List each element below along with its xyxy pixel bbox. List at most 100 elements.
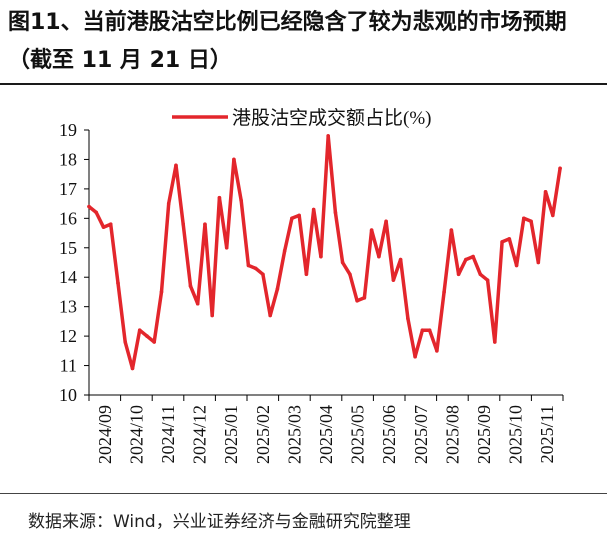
data-point (217, 195, 222, 200)
y-axis: 10 11 12 13 14 15 16 17 18 19 (59, 120, 90, 405)
data-point (522, 216, 526, 221)
x-tick-label: 2025/11 (537, 405, 557, 463)
data-point (406, 316, 410, 321)
x-tick-label: 2024/10 (126, 405, 146, 464)
data-point (246, 263, 251, 268)
data-point (145, 334, 149, 338)
data-point (449, 228, 454, 232)
data-point (536, 260, 541, 265)
data-point (333, 210, 338, 215)
data-point (253, 266, 258, 271)
data-point (181, 222, 186, 227)
y-tick-label: 19 (59, 120, 77, 140)
data-point (514, 263, 519, 268)
y-tick-label: 11 (60, 356, 77, 376)
data-point (543, 190, 548, 194)
data-point (311, 207, 316, 212)
data-point (174, 163, 178, 168)
x-tick-label: 2025/06 (379, 405, 399, 464)
data-point (239, 198, 243, 203)
data-point (478, 272, 483, 277)
y-tick-label: 13 (59, 297, 77, 317)
data-point (94, 210, 99, 215)
y-tick-label: 10 (59, 385, 77, 405)
data-point (232, 157, 236, 162)
data-point (210, 313, 214, 318)
data-point (304, 272, 309, 277)
x-tick-label: 2025/10 (506, 405, 526, 464)
data-point (87, 204, 91, 209)
data-point (377, 254, 381, 259)
source-note: 数据来源：Wind，兴业证券经济与金融研究院整理 (28, 512, 411, 532)
figure-title: 图11、当前港股沽空比例已经隐含了较为悲观的市场预期（截至 11 月 21 日） (8, 10, 567, 73)
x-tick-label: 2025/08 (442, 405, 462, 464)
data-point (435, 349, 439, 353)
x-tick-label: 2025/04 (316, 405, 336, 464)
data-point (507, 237, 512, 241)
data-point (268, 313, 272, 318)
data-point (442, 290, 446, 294)
data-point (369, 228, 374, 232)
x-tick-label: 2025/05 (348, 405, 368, 464)
data-point (384, 219, 388, 224)
data-point (427, 328, 432, 333)
y-tick-label: 14 (59, 267, 77, 287)
data-point (123, 340, 128, 344)
data-point (290, 216, 294, 221)
data-point (282, 248, 287, 253)
data-point (297, 213, 301, 218)
data-point (471, 254, 475, 259)
data-point (166, 201, 171, 206)
data-point (398, 257, 403, 262)
data-point (551, 213, 555, 218)
y-tick-label: 12 (59, 326, 77, 346)
data-point (130, 366, 135, 371)
data-point (203, 222, 207, 227)
x-axis: 2024/09 2024/10 2024/11 2024/12 2025/01 2025/… (88, 394, 564, 464)
data-point (391, 278, 396, 282)
data-point (493, 340, 497, 344)
series-line (87, 134, 562, 371)
data-point (500, 240, 504, 244)
x-tick-label: 2025/09 (474, 405, 494, 464)
data-point (224, 245, 229, 250)
data-point (159, 290, 164, 294)
x-tick-label: 2025/07 (411, 405, 431, 464)
data-point (116, 281, 120, 285)
data-point (108, 222, 113, 227)
legend-label: 港股沽空成交额占比(%) (232, 107, 431, 129)
data-point (464, 257, 468, 262)
data-point (319, 254, 323, 259)
data-point (188, 284, 193, 288)
line-chart: 港股沽空成交额占比(%) 10 11 12 13 14 15 16 17 18 19 2024/0… (59, 107, 564, 464)
y-tick-label: 15 (59, 238, 77, 258)
x-tick-label: 2024/09 (95, 405, 115, 464)
data-point (558, 166, 562, 171)
data-point (275, 287, 280, 291)
data-point (340, 260, 345, 265)
data-point (529, 219, 533, 224)
data-point (101, 225, 106, 229)
x-tick-label: 2025/01 (221, 405, 241, 464)
x-tick-label: 2025/02 (253, 405, 273, 464)
title-divider (0, 83, 607, 85)
chart-legend: 港股沽空成交额占比(%) (172, 107, 431, 129)
x-tick-label: 2024/11 (158, 405, 178, 463)
y-tick-label: 17 (59, 179, 77, 199)
source-divider (0, 493, 607, 494)
data-point (137, 328, 142, 333)
data-point (195, 301, 200, 306)
data-point (326, 134, 330, 138)
data-point (413, 354, 417, 359)
data-point (348, 272, 352, 277)
x-tick-label: 2024/12 (190, 405, 210, 464)
y-tick-label: 18 (59, 149, 77, 169)
plot-area (87, 134, 562, 371)
data-point (152, 340, 157, 344)
data-point (261, 272, 265, 277)
y-tick-label: 16 (59, 208, 77, 228)
data-point (420, 328, 425, 333)
data-point (362, 296, 367, 300)
data-point (456, 272, 461, 277)
x-tick-label: 2025/03 (284, 405, 304, 464)
